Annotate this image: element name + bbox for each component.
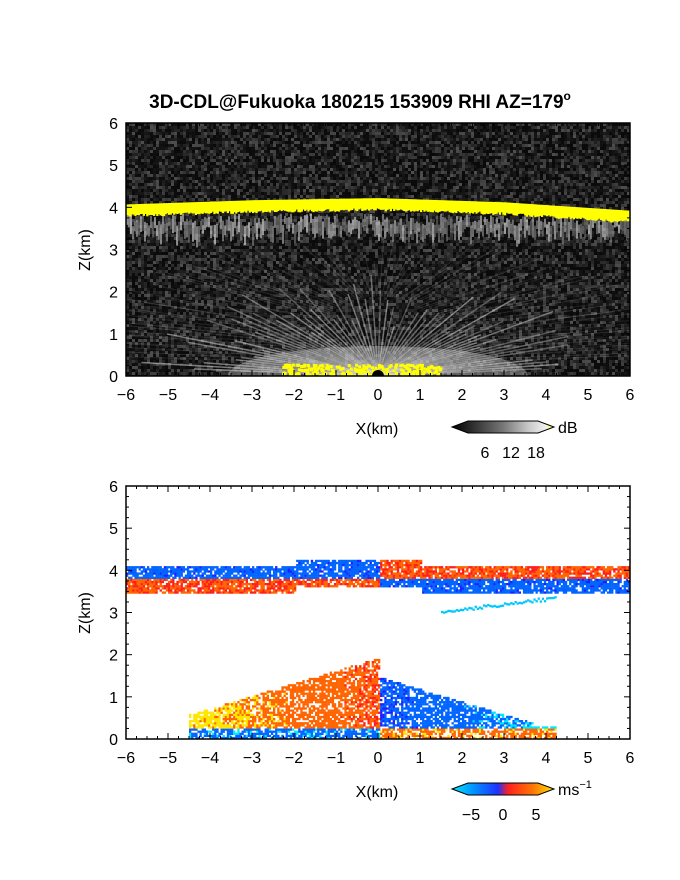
x-tick-label: 3 [500, 387, 509, 404]
colorbar-tick: 12 [502, 445, 520, 462]
x-tick-label: 1 [416, 750, 425, 767]
x-tick-label: −4 [201, 387, 219, 404]
x-tick-label: 5 [584, 387, 593, 404]
x-tick-label: 6 [626, 387, 635, 404]
x-tick-label: 6 [626, 750, 635, 767]
x-tick-label: −6 [117, 387, 135, 404]
chart-title: 3D-CDL@Fukuoka 180215 153909 RHI AZ=179o [149, 89, 571, 113]
x-tick-label: 1 [416, 387, 425, 404]
y-tick-label: 4 [109, 563, 118, 580]
y-tick-label: 0 [109, 732, 118, 749]
colorbar-tick: 5 [532, 807, 541, 824]
y-tick-label: 1 [109, 690, 118, 707]
x-tick-label: −1 [327, 750, 345, 767]
x-tick-label: −6 [117, 750, 135, 767]
x-tick-label: 0 [374, 750, 383, 767]
reflectivity-y-label: Z(km) [77, 229, 94, 271]
colorbar-tick: 6 [481, 445, 490, 462]
x-tick-label: 2 [458, 750, 467, 767]
x-tick-label: 5 [584, 750, 593, 767]
x-tick-label: 0 [374, 387, 383, 404]
reflectivity-x-label: X(km) [356, 421, 399, 438]
y-tick-label: 3 [109, 606, 118, 623]
x-tick-label: −3 [243, 750, 261, 767]
y-tick-label: 5 [109, 158, 118, 175]
x-tick-label: −2 [285, 387, 303, 404]
colorbar-tick: 0 [499, 807, 508, 824]
reflectivity-data [126, 123, 630, 376]
y-tick-label: 2 [109, 285, 118, 302]
x-tick-label: −5 [159, 750, 177, 767]
y-tick-label: 6 [109, 479, 118, 496]
velocity-panel: −6 −5 −4 −3 −2 −1 0 1 2 3 4 5 6 0 1 2 3 4 5 6 X(km) Z(km) m… [77, 479, 635, 824]
x-tick-label: −4 [201, 750, 219, 767]
y-tick-label: 5 [109, 521, 118, 538]
reflectivity-ticks: −6 −5 −4 −3 −2 −1 0 1 2 3 4 5 6 0 1 2 3 4 5 6 [109, 116, 634, 404]
x-tick-label: −5 [159, 387, 177, 404]
x-tick-label: −3 [243, 387, 261, 404]
x-tick-label: −2 [285, 750, 303, 767]
x-tick-label: 4 [542, 387, 551, 404]
x-tick-label: 4 [542, 750, 551, 767]
velocity-colorbar: ms−1 −5 0 5 [450, 779, 592, 824]
y-tick-label: 4 [109, 200, 118, 217]
velocity-data [126, 559, 630, 739]
x-tick-label: 3 [500, 750, 509, 767]
reflectivity-colorbar-unit: dB [558, 420, 578, 437]
y-tick-label: 0 [109, 369, 118, 386]
x-tick-label: −1 [327, 387, 345, 404]
velocity-ticks: −6 −5 −4 −3 −2 −1 0 1 2 3 4 5 6 0 1 2 3 4 5 6 [109, 479, 634, 767]
colorbar-tick: −5 [462, 807, 480, 824]
reflectivity-colorbar: dB 6 12 18 [450, 420, 578, 462]
y-tick-label: 2 [109, 648, 118, 665]
velocity-colorbar-unit: ms−1 [558, 779, 592, 799]
y-tick-label: 1 [109, 327, 118, 344]
y-tick-label: 6 [109, 116, 118, 133]
colorbar-tick: 18 [527, 445, 545, 462]
velocity-y-label: Z(km) [77, 592, 94, 634]
y-tick-label: 3 [109, 243, 118, 260]
velocity-x-label: X(km) [356, 784, 399, 801]
x-tick-label: 2 [458, 387, 467, 404]
